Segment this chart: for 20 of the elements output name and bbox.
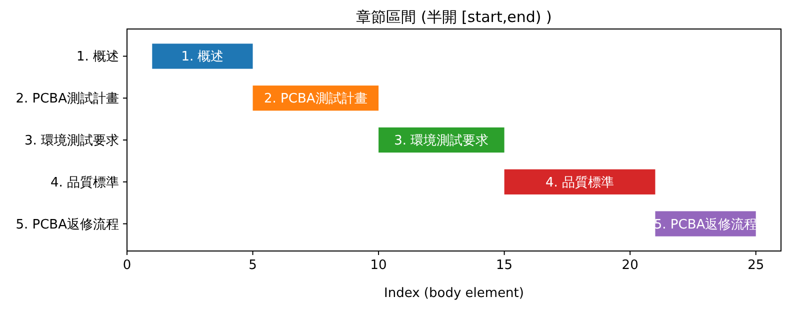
annotation: 2. PCBA測試計畫 [264, 92, 368, 107]
x-tick-label: 25 [748, 258, 764, 273]
x-tick-label: 10 [370, 258, 387, 273]
y-tick-label: 3. 環境測試要求 [24, 132, 119, 148]
x-axis-title: Index (body element) [384, 286, 524, 301]
x-tick-label: 20 [622, 258, 638, 273]
x-tick-label: 5 [248, 258, 257, 273]
y-tick-label: 2. PCBA測試計畫 [16, 92, 119, 107]
annotation: 4. 品質標準 [545, 175, 614, 190]
chart-title: 章節區間 (半開 [start,end) ) [356, 8, 552, 26]
bar [152, 44, 253, 69]
annotation: 1. 概述 [181, 50, 224, 65]
x-tick-label: 0 [122, 258, 132, 273]
y-tick-label: 4. 品質標準 [50, 175, 119, 190]
annotation: 3. 環境測試要求 [394, 132, 489, 148]
y-tick-label: 5. PCBA返修流程 [16, 216, 119, 232]
annotation: 5. PCBA返修流程 [654, 216, 758, 232]
bar [504, 169, 656, 194]
x-tick-label: 15 [496, 258, 513, 273]
y-tick-label: 1. 概述 [76, 50, 119, 65]
